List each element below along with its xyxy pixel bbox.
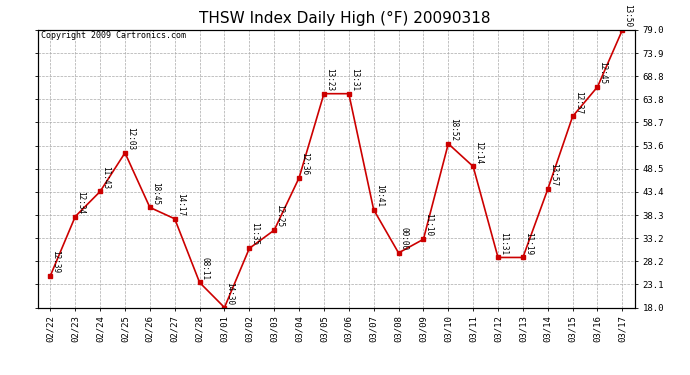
Text: 18:52: 18:52 — [449, 118, 458, 141]
Text: Copyright 2009 Cartronics.com: Copyright 2009 Cartronics.com — [41, 32, 186, 40]
Text: THSW Index Daily High (°F) 20090318: THSW Index Daily High (°F) 20090318 — [199, 11, 491, 26]
Text: 11:35: 11:35 — [250, 222, 259, 246]
Text: 13:31: 13:31 — [350, 68, 359, 91]
Text: 00:00: 00:00 — [400, 227, 408, 250]
Text: 12:45: 12:45 — [598, 61, 608, 84]
Text: 10:41: 10:41 — [375, 184, 384, 207]
Text: 13:50: 13:50 — [624, 4, 633, 27]
Text: 11:43: 11:43 — [101, 166, 110, 189]
Text: 18:45: 18:45 — [151, 182, 160, 205]
Text: 12:34: 12:34 — [77, 190, 86, 214]
Text: 12:37: 12:37 — [573, 90, 582, 114]
Text: 12:39: 12:39 — [52, 250, 61, 273]
Text: 08:11: 08:11 — [201, 256, 210, 280]
Text: 12:03: 12:03 — [126, 127, 135, 150]
Text: 13:57: 13:57 — [549, 164, 558, 186]
Text: 11:31: 11:31 — [499, 231, 508, 255]
Text: 12:25: 12:25 — [275, 204, 284, 227]
Text: 12:14: 12:14 — [474, 141, 483, 164]
Text: 14:30: 14:30 — [226, 282, 235, 305]
Text: 11:10: 11:10 — [424, 213, 433, 237]
Text: 11:19: 11:19 — [524, 231, 533, 255]
Text: 13:23: 13:23 — [325, 68, 334, 91]
Text: 12:36: 12:36 — [300, 152, 309, 175]
Text: 14:17: 14:17 — [176, 193, 185, 216]
